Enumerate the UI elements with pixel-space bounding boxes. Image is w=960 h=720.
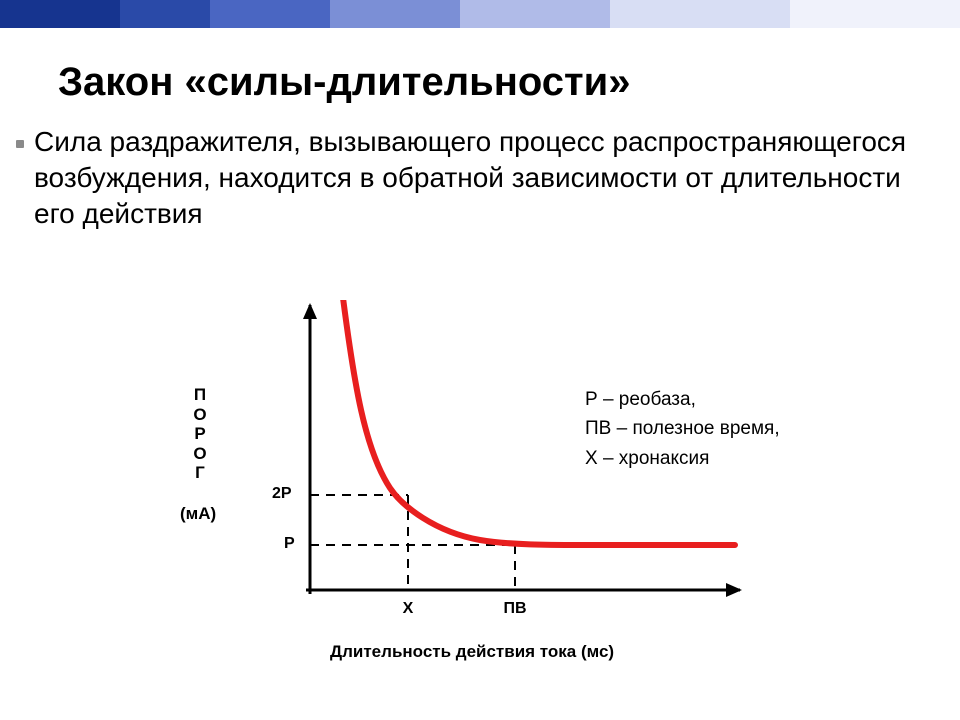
body-bullet: [16, 140, 24, 148]
legend-line: Р – реобаза,: [585, 385, 780, 414]
strength-duration-chart: ПОРОГ (мА) 2Р Р Х ПВ Длительность действ…: [180, 300, 880, 680]
y-tick-2p: 2Р: [272, 485, 292, 503]
slide-body-text: Сила раздражителя, вызывающего процесс р…: [34, 124, 914, 231]
x-tick-x: Х: [396, 600, 420, 618]
x-tick-pv: ПВ: [499, 600, 531, 618]
chart-legend: Р – реобаза,ПВ – полезное время,Х – хрон…: [585, 385, 780, 473]
y-axis-unit: (мА): [180, 504, 216, 524]
x-axis-label: Длительность действия тока (мс): [330, 642, 614, 662]
y-tick-p: Р: [284, 535, 295, 553]
legend-line: Х – хронаксия: [585, 444, 780, 473]
decorative-top-band: [0, 0, 960, 28]
slide-title: Закон «силы-длительности»: [58, 60, 630, 105]
y-axis-label: ПОРОГ: [190, 385, 210, 483]
slide-root: Закон «силы-длительности» Сила раздражит…: [0, 0, 960, 720]
legend-line: ПВ – полезное время,: [585, 414, 780, 443]
